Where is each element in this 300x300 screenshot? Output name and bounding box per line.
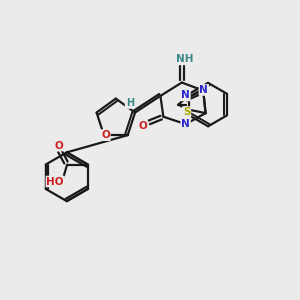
Text: O: O: [101, 130, 110, 140]
Text: NH: NH: [176, 54, 194, 64]
Text: O: O: [138, 121, 147, 130]
Text: N: N: [200, 85, 208, 95]
Text: S: S: [183, 107, 190, 117]
Text: HO: HO: [46, 176, 64, 187]
Text: O: O: [54, 140, 63, 151]
Text: H: H: [126, 98, 134, 108]
Text: N: N: [181, 119, 190, 129]
Text: N: N: [181, 90, 190, 100]
